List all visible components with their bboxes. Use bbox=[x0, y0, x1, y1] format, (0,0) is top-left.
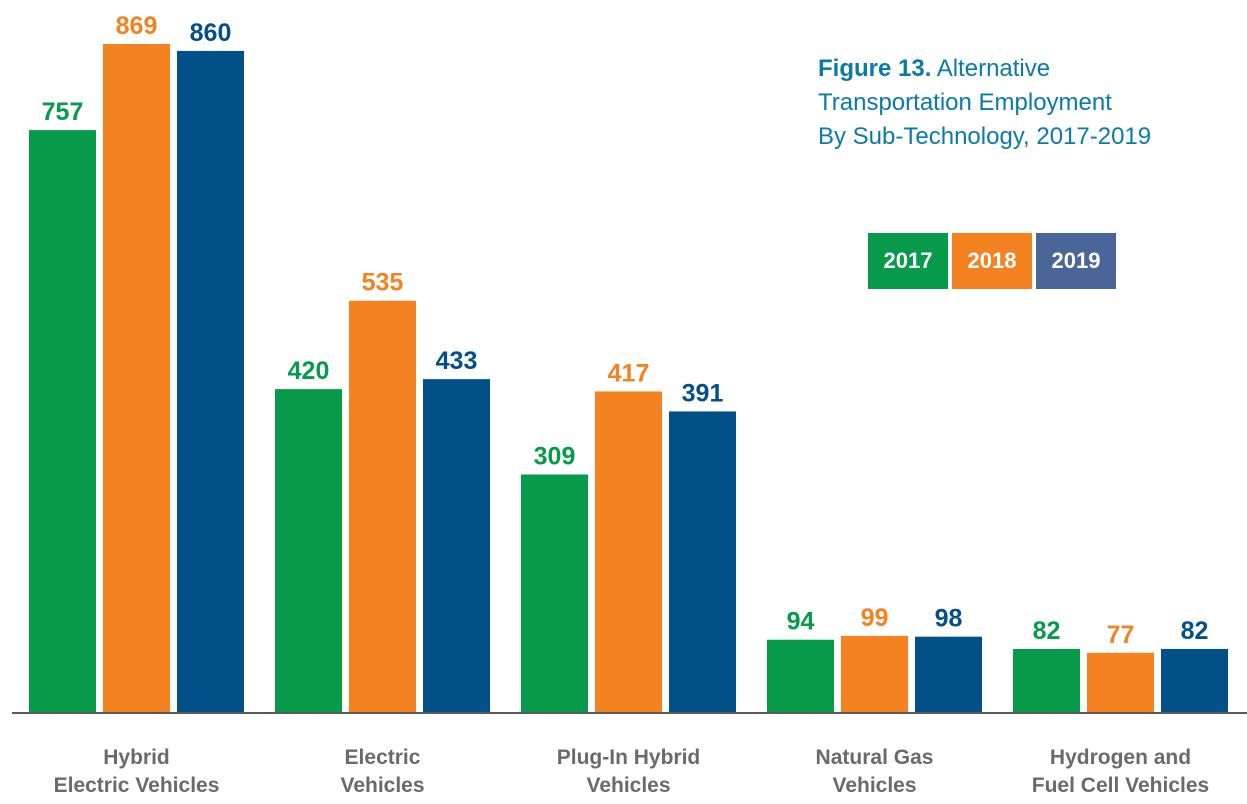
category-label-1-1: Vehicles bbox=[340, 774, 424, 797]
bar-2017-3 bbox=[767, 639, 834, 712]
bar-2019-0 bbox=[177, 50, 244, 713]
legend: 2017 2018 2019 bbox=[868, 233, 1120, 289]
category-label-2-1: Vehicles bbox=[586, 774, 670, 797]
bar-2019-3 bbox=[915, 636, 982, 712]
chart-title: Figure 13. Alternative Transportation Em… bbox=[818, 52, 1238, 154]
category-label-0-0: Hybrid bbox=[103, 746, 170, 769]
title-line-2: Transportation Employment bbox=[818, 89, 1112, 116]
data-label-2019-2: 391 bbox=[682, 379, 724, 407]
bar-2018-4 bbox=[1087, 652, 1154, 712]
category-label-2-0: Plug-In Hybrid bbox=[557, 746, 701, 769]
bar-2018-1 bbox=[349, 300, 416, 712]
bar-2018-3 bbox=[841, 635, 908, 712]
category-label-3-0: Natural Gas bbox=[816, 746, 934, 769]
category-label-4-1: Fuel Cell Vehicles bbox=[1032, 774, 1209, 797]
bar-2017-4 bbox=[1013, 648, 1080, 712]
data-label-2018-1: 535 bbox=[362, 269, 404, 297]
bar-2017-2 bbox=[521, 474, 588, 712]
data-label-2017-4: 82 bbox=[1033, 617, 1061, 645]
data-label-2017-1: 420 bbox=[288, 357, 330, 385]
data-label-2019-4: 82 bbox=[1181, 617, 1209, 645]
legend-item-2019: 2019 bbox=[1036, 233, 1116, 289]
data-label-2019-1: 433 bbox=[436, 347, 478, 375]
data-label-2019-3: 98 bbox=[935, 605, 963, 633]
data-label-2018-4: 77 bbox=[1107, 621, 1135, 649]
bar-2017-0 bbox=[29, 130, 96, 712]
bar-2019-4 bbox=[1161, 648, 1228, 712]
figure-number: Figure 13. bbox=[818, 55, 932, 82]
title-line-1: Alternative bbox=[936, 55, 1051, 82]
legend-item-2018: 2018 bbox=[952, 233, 1032, 289]
bar-2018-0 bbox=[103, 44, 170, 712]
legend-item-2017: 2017 bbox=[868, 233, 948, 289]
bar-2019-2 bbox=[669, 411, 736, 712]
category-label-0-1: Electric Vehicles bbox=[54, 774, 220, 797]
data-label-2017-2: 309 bbox=[534, 442, 576, 470]
data-label-2019-0: 860 bbox=[190, 19, 232, 47]
category-label-1-0: Electric bbox=[345, 746, 421, 769]
title-line-3: By Sub-Technology, 2017-2019 bbox=[818, 123, 1152, 150]
data-label-2018-0: 869 bbox=[116, 12, 158, 40]
data-label-2017-0: 757 bbox=[42, 98, 84, 126]
category-label-3-1: Vehicles bbox=[832, 774, 916, 797]
category-label-4-0: Hydrogen and bbox=[1050, 746, 1191, 769]
bar-2017-1 bbox=[275, 389, 342, 712]
bar-2019-1 bbox=[423, 379, 490, 712]
data-label-2018-2: 417 bbox=[608, 359, 650, 387]
data-label-2017-3: 94 bbox=[787, 608, 815, 636]
bar-2018-2 bbox=[595, 391, 662, 712]
data-label-2018-3: 99 bbox=[861, 604, 889, 632]
